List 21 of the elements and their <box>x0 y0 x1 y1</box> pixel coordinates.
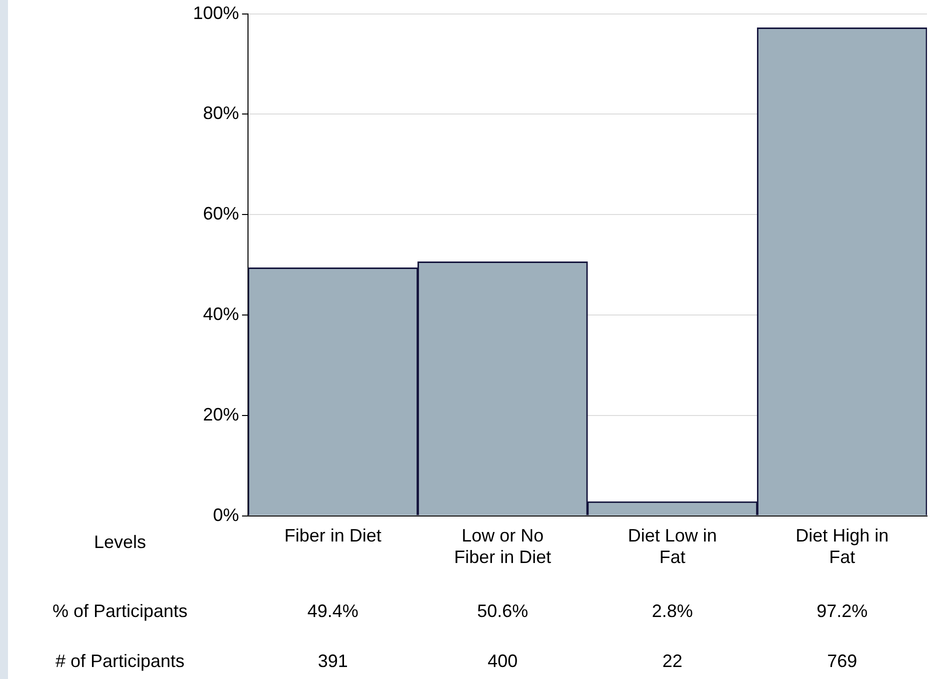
data-label: 2.8% <box>652 600 693 621</box>
text: 400 <box>488 650 518 671</box>
data-label: 49.4% <box>307 600 358 621</box>
text: 391 <box>318 650 348 671</box>
text: Levels <box>94 532 146 552</box>
text: % of Participants <box>52 600 188 621</box>
y-tick-label: 40% <box>203 304 240 324</box>
y-tick-label: 60% <box>203 204 240 224</box>
data-label: 97.2% <box>816 600 868 621</box>
x-tick-label: Diet Low in Fat <box>628 526 717 568</box>
text: 22 <box>662 650 682 671</box>
x-tick-label: Fiber in Diet <box>284 526 382 546</box>
y-tick-label: 100% <box>192 2 240 23</box>
y-tick-label: 0% <box>213 504 240 525</box>
text: # of Participants <box>55 650 185 671</box>
y-tick-label: 80% <box>203 103 240 124</box>
data-label: 50.6% <box>477 600 528 621</box>
y-tick-label: 20% <box>203 404 240 424</box>
x-tick-label: Low or No Fiber in Diet <box>454 526 552 568</box>
text: 769 <box>827 650 858 671</box>
x-tick-label: Diet High in Fat <box>796 526 889 568</box>
